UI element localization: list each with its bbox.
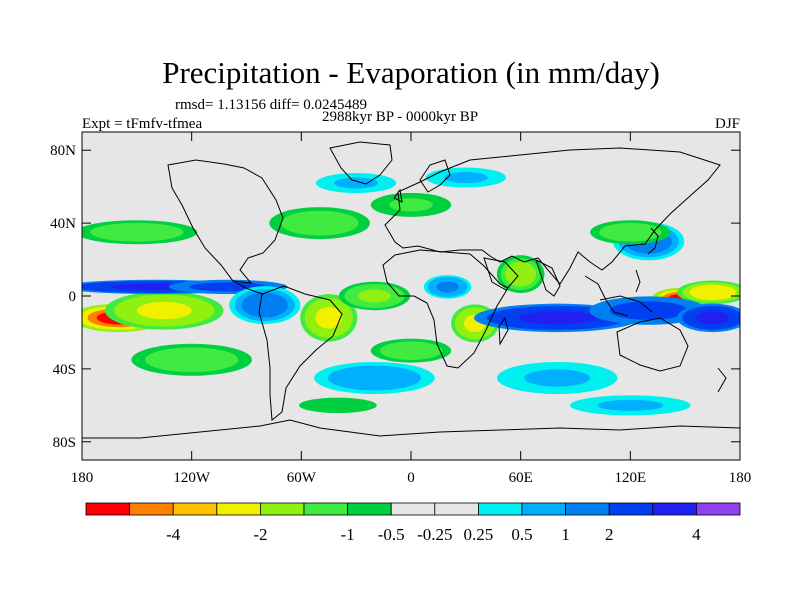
anomaly-contour [315,306,342,329]
anomaly-contour [436,281,459,293]
anomaly-contour [334,177,379,189]
anomaly-contour [608,225,653,239]
colorbar-swatch [259,502,305,516]
x-tick-label: 0 [407,470,415,486]
anomaly-center [299,397,377,414]
y-axis: 80N 40N 0 40S 80S [50,143,740,451]
anomaly-center [229,286,301,325]
x-tick-label: 180 [71,470,94,486]
anomaly-contour [310,399,366,411]
colorbar-label: 0.5 [511,525,532,544]
anomaly-contour [621,303,677,318]
anomaly-contour [248,296,282,314]
anomaly-contour [518,311,596,325]
colorbar-swatch [172,502,218,516]
y-tick-label: 40N [50,216,76,232]
y-tick-label: 80N [50,143,76,159]
anomaly-contour [597,399,664,411]
coastlines [82,141,740,439]
anomaly-center [300,294,358,342]
colorbar-swatch [477,502,523,516]
season-label: DJF [715,116,740,132]
anomaly-center [676,280,740,305]
y-tick-label: 40S [53,362,76,378]
anomaly-center [590,220,671,245]
anomaly-contour [158,351,225,369]
anomaly-center [423,275,472,299]
x-tick-label: 120W [173,470,211,486]
colorbar-label: 0.25 [464,525,494,544]
colorbar-swatch [652,502,697,516]
x-tick-label: 60W [287,470,317,486]
experiment-label: Expt = tFmfv-tfmea [82,116,202,132]
anomaly-center [269,207,370,240]
anomaly-center [314,362,435,394]
colorbar-swatch [303,502,348,516]
chart-title: Precipitation - Evaporation (in mm/day) [162,55,660,90]
colorbar-label: -1 [341,525,355,544]
anomaly-contour [696,286,730,298]
x-tick-label: 120E [614,470,646,486]
colorbar-label: 1 [561,525,570,544]
x-axis: 180 120W 60W 0 60E 120E 180 [71,132,752,486]
colorbar-swatch [608,502,654,516]
y-tick-label: 0 [69,289,77,305]
anomaly-contour [443,172,488,184]
colorbar-label: -0.5 [378,525,405,544]
colorbar-swatch [565,502,610,516]
anomaly-center [570,395,691,416]
anomaly-center [131,343,252,376]
period-label: 2988kyr BP - 0000kyr BP [322,109,478,125]
anomaly-contour [389,344,433,358]
stats-line: rmsd= 1.13156 diff= 0.0245489 [175,97,367,113]
anomaly-contour [136,301,192,320]
colorbar-swatch [696,502,741,516]
anomaly-contour [292,214,348,232]
anomaly-contour [389,198,433,212]
anomaly-contour [509,265,532,283]
anomaly-contour [357,289,391,303]
colorbar-label: -4 [166,525,181,544]
colorbar-label: 2 [605,525,614,544]
anomaly-center [315,173,397,194]
anomaly-center [338,281,411,311]
colorbar-label: -0.25 [417,525,452,544]
anomaly-contour [524,369,591,387]
x-tick-label: 180 [729,470,752,486]
colorbar-label: -2 [253,525,267,544]
colorbar-swatch [521,502,566,516]
anomaly-center [589,296,709,325]
colorbar: -4 -2 -1 -0.5 -0.25 0.25 0.5 1 2 4 [85,502,741,544]
x-tick-label: 60E [509,470,533,486]
anomaly-center [425,167,507,188]
colorbar-swatch [347,502,392,516]
colorbar-swatch [216,502,261,516]
colorbar-swatch [129,502,174,516]
colorbar-swatch [390,502,436,516]
anomaly-center [676,303,740,333]
anomaly-center [370,192,452,217]
anomaly-contour [341,369,408,387]
colorbar-swatch [434,502,479,516]
colorbar-swatch [85,502,130,516]
anomaly-center [496,255,545,294]
anomaly-center [104,291,224,330]
anomaly-center [370,338,452,363]
anomaly-contour [696,311,730,325]
colorbar-label: 4 [692,525,701,544]
y-tick-label: 80S [53,435,76,451]
anomaly-center [496,362,618,394]
anomaly-contour [103,225,170,239]
anomaly-center [82,220,198,245]
